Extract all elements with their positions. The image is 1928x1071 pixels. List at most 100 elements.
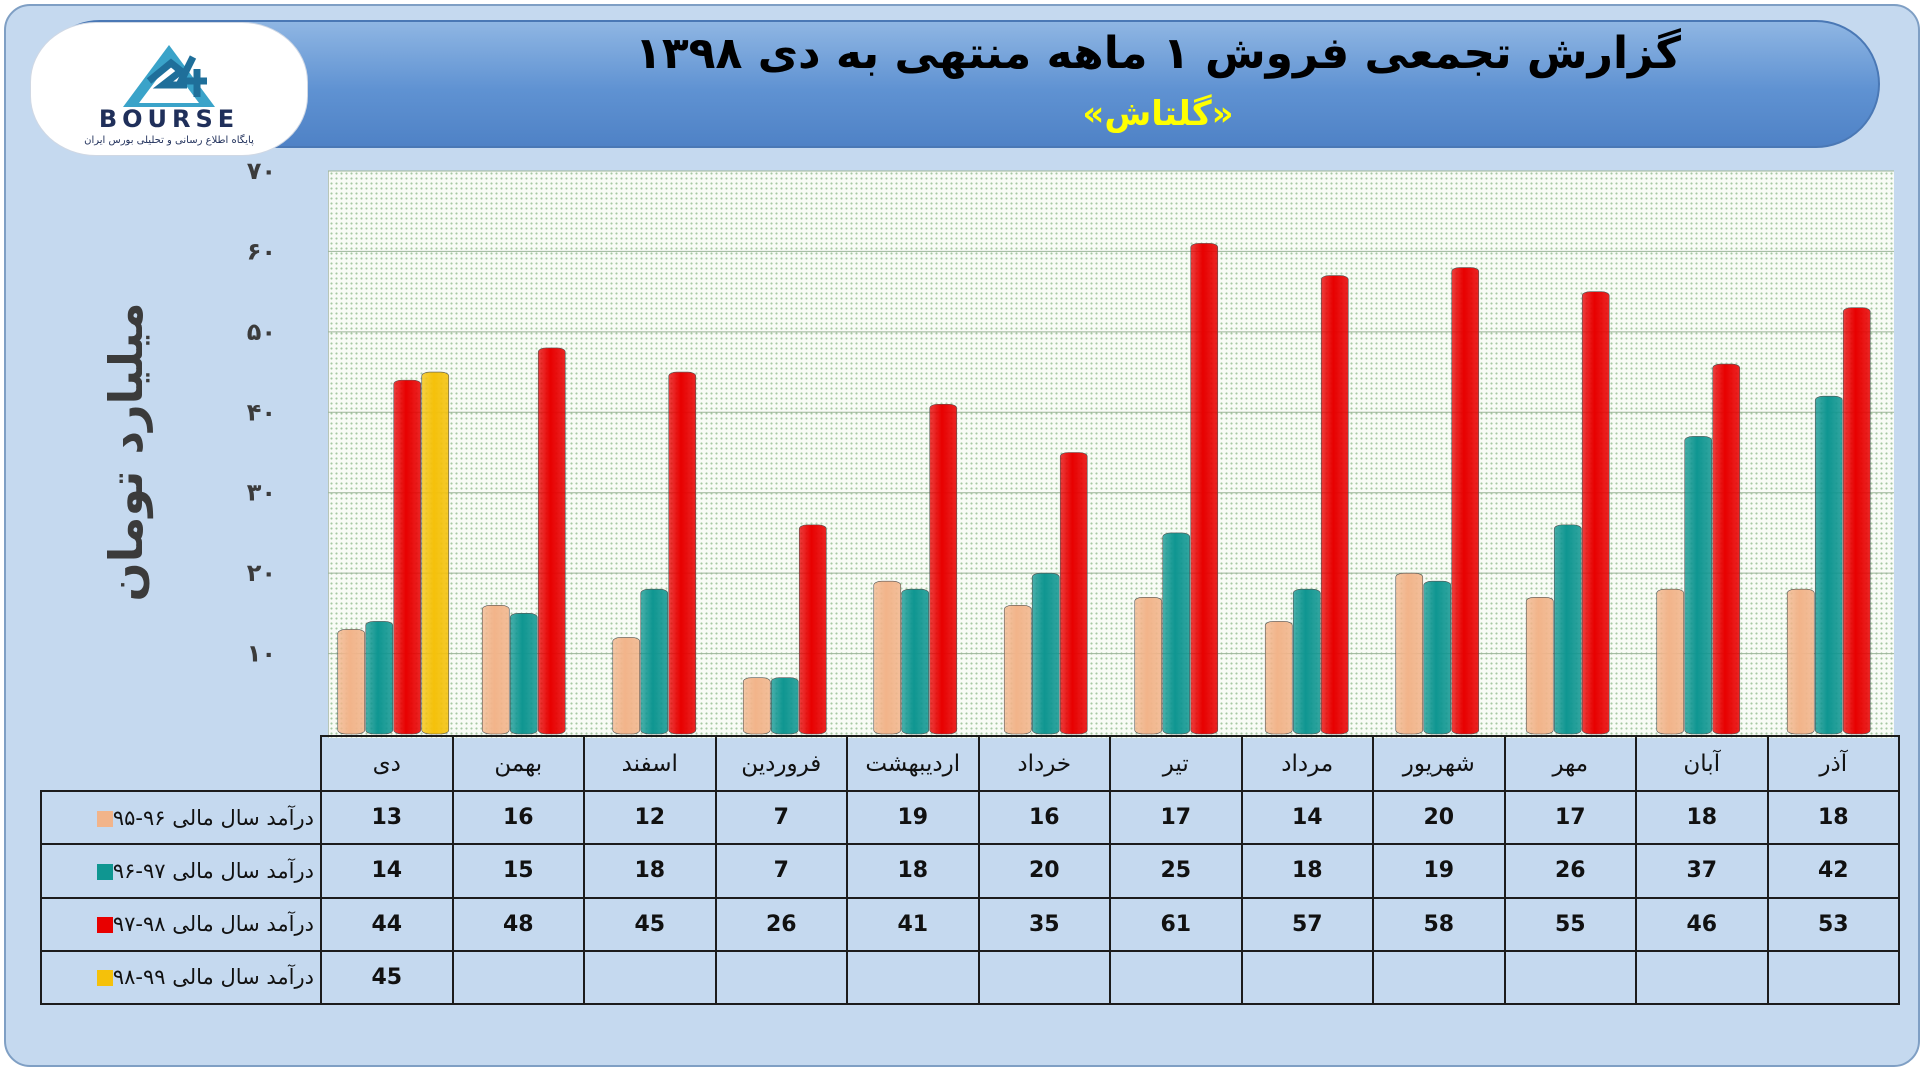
data-cell: 57	[1240, 896, 1374, 952]
data-cell: 16	[451, 790, 585, 846]
data-cell	[583, 949, 717, 1006]
y-tick-label: ۴۰	[247, 398, 276, 426]
bar	[1684, 436, 1713, 735]
legend-swatch	[96, 917, 113, 934]
data-cell: 19	[1372, 843, 1506, 899]
category-label: دی	[320, 734, 454, 793]
data-cell	[451, 949, 585, 1006]
data-cell: 20	[1372, 790, 1506, 846]
data-cell: 45	[320, 949, 454, 1006]
plot-area	[328, 171, 1894, 738]
legend-label: درآمد سال مالی ۹۶-۹۵	[112, 805, 314, 830]
data-cell: 48	[451, 896, 585, 952]
bar	[640, 588, 669, 735]
legend-label: درآمد سال مالی ۹۹-۹۸	[112, 965, 314, 990]
data-cell: 18	[1766, 790, 1900, 846]
title-banner: گزارش تجمعی فروش ۱ ماهه منتهی به دی ۱۳۹۸…	[36, 20, 1880, 148]
bar	[481, 605, 510, 735]
data-table: دی بهمن اسفند فروردین اردیبهشت خرداد تیر مرداد ش…	[40, 734, 1900, 1006]
bar	[1423, 580, 1452, 735]
data-cell: 53	[1766, 896, 1900, 952]
bar	[509, 613, 538, 735]
data-cell	[846, 949, 980, 1006]
data-cell: 7	[714, 843, 848, 899]
bar	[1292, 588, 1321, 735]
y-tick-label: ۳۰	[247, 479, 276, 507]
y-axis-ticks: ۱۰ ۲۰ ۳۰ ۴۰ ۵۰ ۶۰ ۷۰	[247, 157, 276, 668]
bar	[393, 379, 422, 735]
data-cell: 18	[1635, 790, 1769, 846]
data-cell	[1109, 949, 1243, 1006]
bar	[1525, 596, 1554, 735]
y-tick-label: ۶۰	[247, 237, 276, 265]
data-cell	[1503, 949, 1637, 1006]
data-cell: 12	[583, 790, 717, 846]
data-cell: 17	[1503, 790, 1637, 846]
bar	[421, 371, 450, 735]
legend-entry: درآمد سال مالی ۹۹-۹۸	[40, 949, 322, 1006]
data-cell: 35	[977, 896, 1111, 952]
legend-entry: درآمد سال مالی ۹۷-۹۶	[40, 843, 322, 899]
logo-tagline: پایگاه اطلاع رسانی و تحلیلی بورس ایران	[84, 134, 254, 146]
data-cell: 58	[1372, 896, 1506, 952]
data-cell: 42	[1766, 843, 1900, 899]
bar	[365, 621, 394, 735]
data-cell: 18	[1240, 843, 1374, 899]
bars	[337, 243, 1871, 735]
data-cell: 19	[846, 790, 980, 846]
bar	[1712, 363, 1741, 735]
data-cell: 14	[1240, 790, 1374, 846]
bar-chart: ۱۰ ۲۰ ۳۰ ۴۰ ۵۰ ۶۰ ۷۰	[247, 157, 1894, 735]
bar	[901, 588, 930, 735]
logo-two-stroke	[146, 58, 187, 89]
legend-label: درآمد سال مالی ۹۸-۹۷	[112, 912, 314, 937]
bar	[1395, 572, 1424, 735]
legend-entry: درآمد سال مالی ۹۸-۹۷	[40, 896, 322, 952]
y-tick-label: ۵۰	[247, 318, 276, 346]
data-cell: 18	[583, 843, 717, 899]
bar	[1581, 291, 1610, 735]
bar	[1842, 307, 1871, 735]
data-cell: 13	[320, 790, 454, 846]
data-cell: 7	[714, 790, 848, 846]
legend-swatch	[96, 863, 113, 880]
bar	[1553, 524, 1582, 735]
data-cell: 55	[1503, 896, 1637, 952]
y-tick-label: ۲۰	[247, 559, 276, 587]
chart-subtitle: «گلتاش»	[1082, 94, 1234, 134]
gridlines	[328, 170, 1894, 655]
category-label: خرداد	[977, 734, 1111, 793]
data-cell: 15	[451, 843, 585, 899]
category-label: تیر	[1109, 734, 1243, 793]
bourse-24-logo-icon: BOURSE پایگاه اطلاع رسانی و تحلیلی بورس …	[84, 45, 254, 146]
legend-entry: درآمد سال مالی ۹۶-۹۵	[40, 790, 322, 846]
bar	[1786, 588, 1815, 735]
chart-frame: گزارش تجمعی فروش ۱ ماهه منتهی به دی ۱۳۹۸…	[4, 4, 1920, 1067]
bar	[1814, 395, 1843, 735]
bar	[1264, 621, 1293, 735]
bar	[1059, 452, 1088, 735]
data-cell: 14	[320, 843, 454, 899]
data-cell	[1766, 949, 1900, 1006]
bar	[770, 677, 799, 735]
category-label: بهمن	[451, 734, 585, 793]
data-cell: 16	[977, 790, 1111, 846]
bar	[1031, 572, 1060, 735]
logo-wordmark: BOURSE	[99, 105, 239, 133]
data-cell: 26	[714, 896, 848, 952]
table-row: درآمد سال مالی ۹۷-۹۶ 14 15 18 7 18 20 25 18 19 26 3…	[40, 843, 1900, 899]
data-cell: 20	[977, 843, 1111, 899]
table-header-row: دی بهمن اسفند فروردین اردیبهشت خرداد تیر مرداد ش…	[41, 734, 1900, 793]
bar	[929, 403, 958, 735]
bar	[1190, 243, 1219, 735]
category-label: فروردین	[714, 734, 848, 793]
data-cell: 46	[1635, 896, 1769, 952]
data-cell: 26	[1503, 843, 1637, 899]
table-row: درآمد سال مالی ۹۸-۹۷ 44 48 45 26 41 35 61 57 58 55…	[40, 896, 1900, 952]
category-label: مرداد	[1240, 734, 1374, 793]
y-tick-label: ۷۰	[247, 157, 276, 185]
legend-swatch	[96, 970, 113, 987]
bar	[798, 524, 827, 735]
data-cell	[1240, 949, 1374, 1006]
bar	[1162, 532, 1191, 735]
